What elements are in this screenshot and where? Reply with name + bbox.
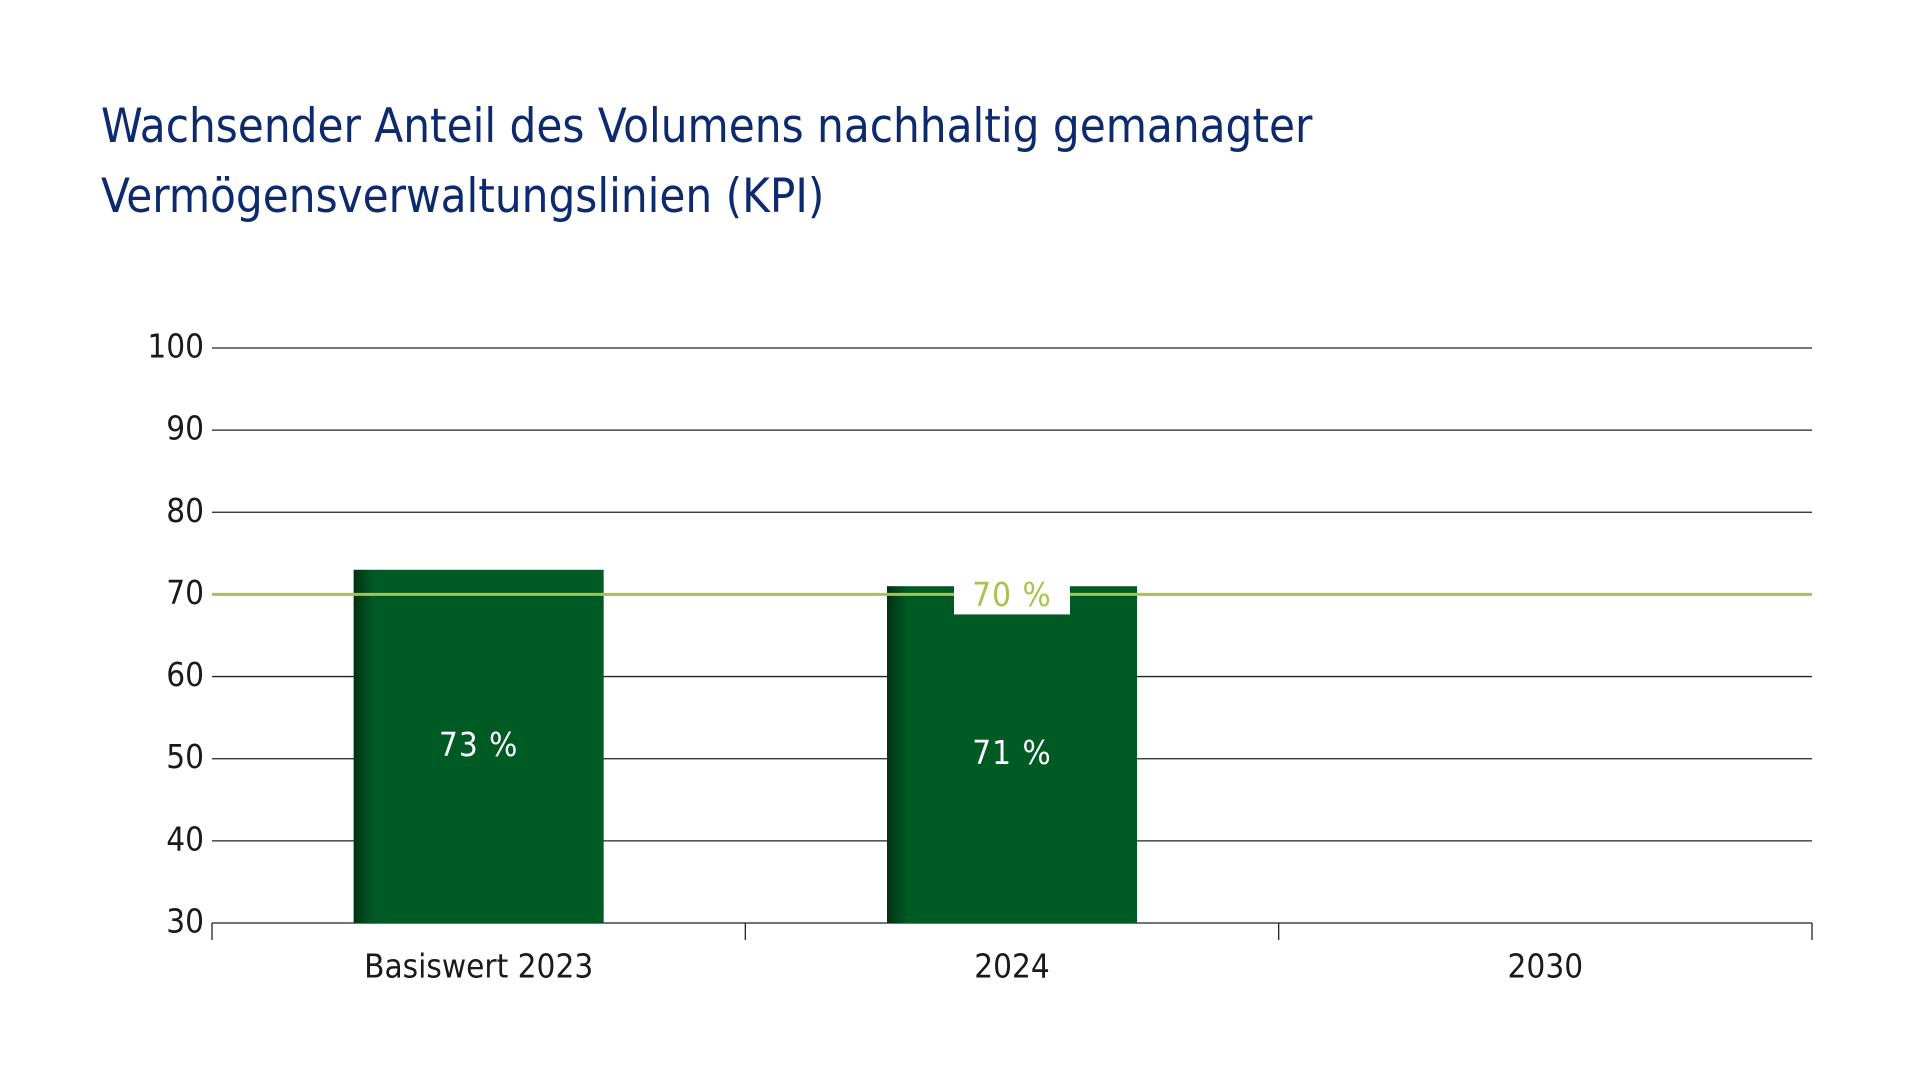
y-tick-label: 90 (166, 409, 204, 448)
x-tick-label: 2024 (974, 947, 1050, 986)
y-tick-label: 30 (166, 902, 204, 941)
value-label: 73 % (439, 725, 518, 764)
bar-shade (887, 586, 1137, 923)
bar-shade (353, 569, 604, 923)
x-tick-label: Basiswert 2023 (364, 947, 593, 986)
y-tick-label: 100 (147, 327, 204, 366)
y-tick-label: 80 (166, 491, 204, 530)
target-label: 70 % (972, 575, 1051, 614)
chart-title: Vermögensverwaltungslinien (KPI) (101, 169, 824, 224)
x-tick-label: 2030 (1508, 947, 1584, 986)
y-tick-label: 60 (166, 655, 204, 694)
chart-title: Wachsender Anteil des Volumens nachhalti… (101, 99, 1313, 154)
target-label-bg (954, 574, 1070, 615)
value-label: 71 % (972, 733, 1051, 772)
y-tick-label: 40 (166, 819, 204, 858)
y-tick-label: 50 (166, 737, 204, 776)
y-tick-label: 70 (166, 573, 204, 612)
